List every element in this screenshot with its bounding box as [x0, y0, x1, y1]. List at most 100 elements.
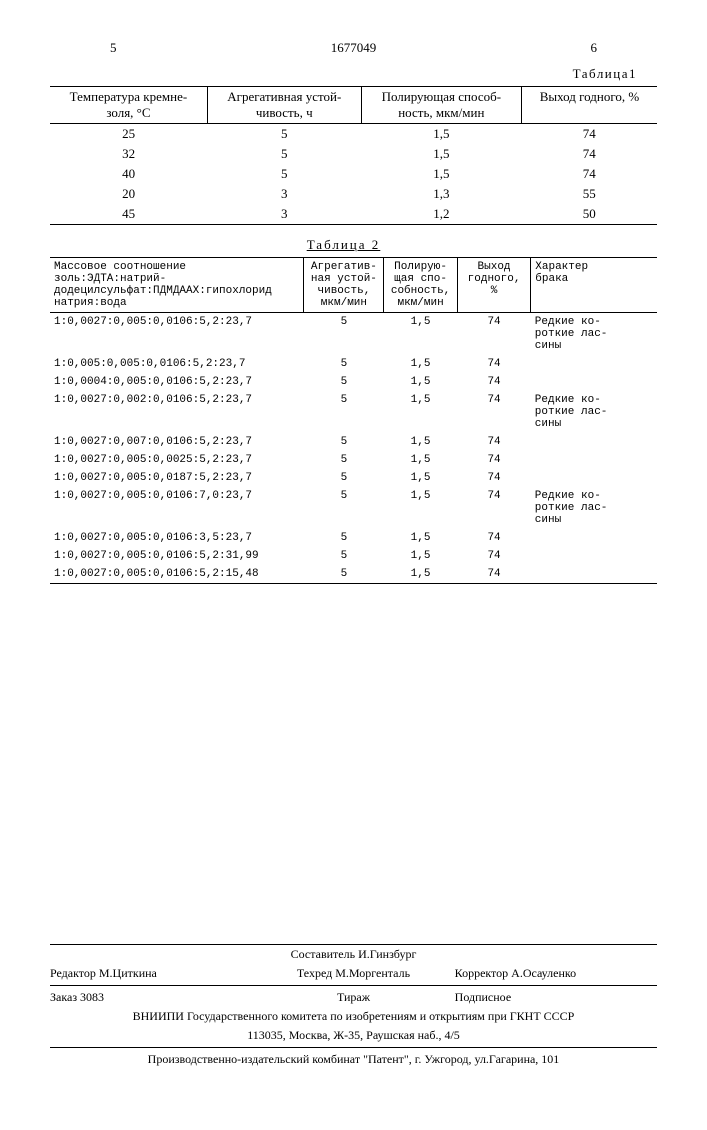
table-cell: 1,5 [361, 164, 521, 184]
korrektor: Корректор А.Осауленко [455, 966, 657, 981]
table-cell: 1:0,005:0,005:0,0106:5,2:23,7 [50, 355, 304, 373]
table-row: 1:0,005:0,005:0,0106:5,2:23,751,574 [50, 355, 657, 373]
table-cell: 5 [207, 164, 361, 184]
table-cell: 5 [304, 433, 384, 451]
table-cell: 5 [304, 451, 384, 469]
table-cell: 1,3 [361, 184, 521, 204]
table-cell: 25 [50, 124, 207, 145]
zakaz: Заказ 3083 [50, 990, 252, 1005]
table-cell: 32 [50, 144, 207, 164]
table-cell: Редкие ко-роткие лас-сины [531, 487, 657, 529]
table-row: 1:0,0027:0,005:0,0187:5,2:23,751,574 [50, 469, 657, 487]
table-cell [531, 547, 657, 565]
table-cell: 1,5 [384, 373, 457, 391]
page-col-left: 5 [110, 40, 117, 56]
table-cell: 55 [521, 184, 657, 204]
table-cell: 1,5 [384, 547, 457, 565]
table-cell: 5 [304, 547, 384, 565]
table-cell: 1:0,0027:0,002:0,0106:5,2:23,7 [50, 391, 304, 433]
table-cell: 5 [207, 124, 361, 145]
table-cell: 1,5 [384, 391, 457, 433]
sostavitel: Составитель И.Гинзбург [50, 945, 657, 964]
table-cell: 5 [304, 529, 384, 547]
table-cell: 5 [304, 391, 384, 433]
table2-h1: Агрегатив-ная устой-чивость,мкм/мин [304, 258, 384, 313]
page-col-right: 6 [591, 40, 598, 56]
table-cell: 74 [457, 391, 530, 433]
podpisnoe: Подписное [455, 990, 657, 1005]
table-cell: 1:0,0027:0,005:0,0106:5,2:15,48 [50, 565, 304, 584]
table-cell: 5 [304, 355, 384, 373]
table-cell [531, 529, 657, 547]
table-cell: 5 [304, 565, 384, 584]
table-cell: 1,5 [384, 529, 457, 547]
table-row: 2551,574 [50, 124, 657, 145]
table1-h0: Температура кремне-золя, °С [50, 87, 207, 124]
table-row: 1:0,0027:0,005:0,0106:5,2:15,4851,574 [50, 565, 657, 584]
table-cell: 20 [50, 184, 207, 204]
table-row: 1:0,0027:0,005:0,0025:5,2:23,751,574 [50, 451, 657, 469]
table-cell: 74 [457, 529, 530, 547]
table1-h1: Агрегативная устой-чивость, ч [207, 87, 361, 124]
table-row: 1:0,0027:0,005:0,0106:3,5:23,751,574 [50, 529, 657, 547]
table1-h3: Выход годного, % [521, 87, 657, 124]
patent-number: 1677049 [331, 40, 377, 56]
table-cell: 5 [304, 487, 384, 529]
table-cell: 74 [457, 373, 530, 391]
table-cell: 5 [304, 313, 384, 356]
table1: Температура кремне-золя, °С Агрегативная… [50, 86, 657, 225]
table-cell: 5 [304, 373, 384, 391]
table2-label: Таблица 2 [50, 237, 637, 253]
table-cell [531, 451, 657, 469]
footer: Составитель И.Гинзбург Редактор М.Циткин… [50, 944, 657, 1069]
table-row: 1:0,0027:0,005:0,0106:7,0:23,751,574Редк… [50, 487, 657, 529]
page-header: 5 1677049 6 [50, 40, 657, 56]
table-cell: 1,5 [384, 433, 457, 451]
table-cell: 74 [457, 487, 530, 529]
table-cell: 1:0,0027:0,005:0,0025:5,2:23,7 [50, 451, 304, 469]
tirazh: Тираж [252, 990, 454, 1005]
table2-h4: Характербрака [531, 258, 657, 313]
table1-label: Таблица1 [50, 66, 637, 82]
table-cell: 74 [457, 355, 530, 373]
table-cell: 1,2 [361, 204, 521, 225]
vniipi: ВНИИПИ Государственного комитета по изоб… [50, 1007, 657, 1026]
table-cell: 1:0,0027:0,007:0,0106:5,2:23,7 [50, 433, 304, 451]
table-cell: 45 [50, 204, 207, 225]
table-cell: 74 [457, 313, 530, 356]
table-row: 1:0,0027:0,005:0,0106:5,2:23,751,574Редк… [50, 313, 657, 356]
table-cell: 74 [521, 144, 657, 164]
table-cell: 1:0,0027:0,005:0,0106:5,2:31,99 [50, 547, 304, 565]
redaktor: Редактор М.Циткина [50, 966, 252, 981]
table-cell: 3 [207, 184, 361, 204]
table-cell: 1,5 [384, 355, 457, 373]
table-cell [531, 355, 657, 373]
table-cell: 1:0,0027:0,005:0,0106:7,0:23,7 [50, 487, 304, 529]
table-row: 1:0,0027:0,007:0,0106:5,2:23,751,574 [50, 433, 657, 451]
table-cell: 74 [457, 433, 530, 451]
table-cell: 74 [457, 547, 530, 565]
tehred: Техред М.Моргенталь [252, 966, 454, 981]
table-row: 2031,355 [50, 184, 657, 204]
table2-h2: Полирую-щая спо-собность,мкм/мин [384, 258, 457, 313]
table-cell [531, 565, 657, 584]
table-row: 1:0,0027:0,005:0,0106:5,2:31,9951,574 [50, 547, 657, 565]
table-row: 4531,250 [50, 204, 657, 225]
table-cell: 1,5 [384, 565, 457, 584]
table2: Массовое соотношение золь:ЭДТА:натрий-до… [50, 257, 657, 584]
table-cell: 1,5 [361, 144, 521, 164]
table-cell: 1,5 [384, 313, 457, 356]
table-cell: 74 [457, 451, 530, 469]
table-row: 1:0,0027:0,002:0,0106:5,2:23,751,574Редк… [50, 391, 657, 433]
table-cell: 74 [457, 565, 530, 584]
table-cell: 1,5 [361, 124, 521, 145]
table1-h2: Полирующая способ-ность, мкм/мин [361, 87, 521, 124]
table-row: 3251,574 [50, 144, 657, 164]
table-cell: 1,5 [384, 469, 457, 487]
table-cell: 74 [521, 124, 657, 145]
table-cell: 1,5 [384, 451, 457, 469]
table-cell: 50 [521, 204, 657, 225]
table-cell [531, 433, 657, 451]
table-cell: 1:0,0027:0,005:0,0106:5,2:23,7 [50, 313, 304, 356]
table1-head-row: Температура кремне-золя, °С Агрегативная… [50, 87, 657, 124]
